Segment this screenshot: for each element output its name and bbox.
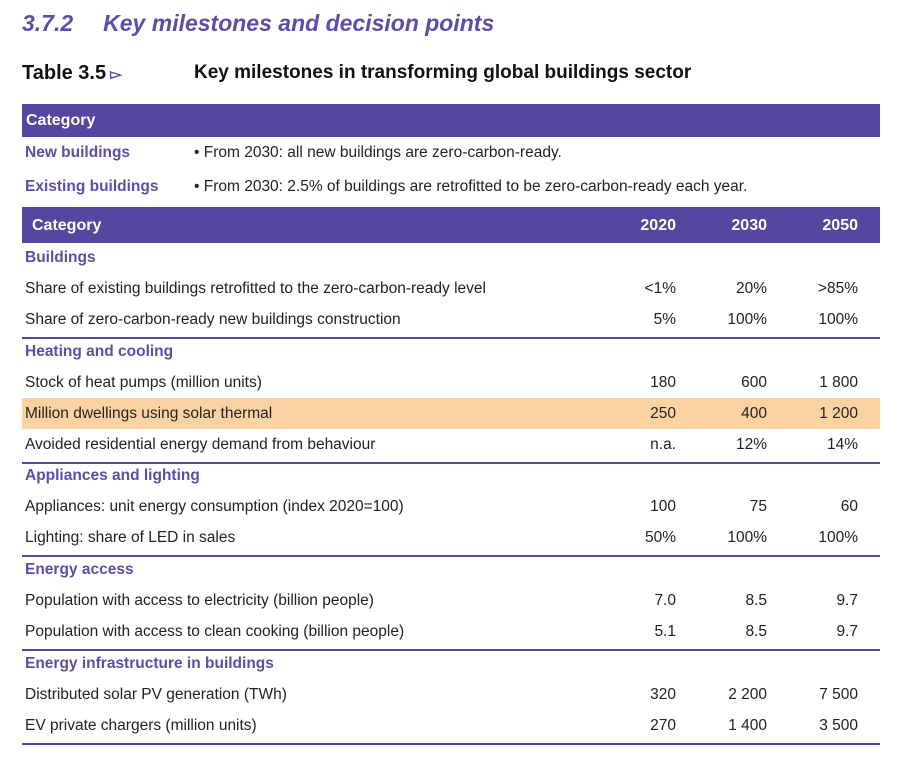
table-row: Lighting: share of LED in sales 50% 100% 10… bbox=[22, 522, 880, 553]
table-row: Population with access to electricity (b… bbox=[22, 585, 880, 616]
section-title: Key milestones and decision points bbox=[103, 10, 495, 36]
value-2030: 1 400 bbox=[728, 717, 767, 734]
value-2050: 100% bbox=[818, 529, 858, 546]
value-2020: 250 bbox=[650, 405, 676, 422]
section-title: Heating and cooling bbox=[25, 343, 174, 360]
value-2050: 3 500 bbox=[819, 717, 858, 734]
policy-category: New buildings bbox=[25, 144, 131, 161]
policy-text: • From 2030: all new buildings are zero-… bbox=[194, 144, 562, 161]
table-title: Key milestones in transforming global bu… bbox=[194, 62, 692, 83]
section-header: Energy infrastructure in buildings bbox=[22, 651, 880, 677]
milestone-table-header: Category 2020 2030 2050 bbox=[22, 207, 880, 243]
section-divider bbox=[22, 555, 880, 557]
value-2030: 75 bbox=[749, 498, 767, 515]
section-title: Buildings bbox=[25, 249, 96, 266]
section-title: Energy infrastructure in buildings bbox=[25, 655, 274, 672]
table-row: Appliances: unit energy consumption (ind… bbox=[22, 491, 880, 522]
row-label: Lighting: share of LED in sales bbox=[25, 529, 236, 546]
row-label: Stock of heat pumps (million units) bbox=[25, 374, 262, 391]
value-2020: 270 bbox=[650, 717, 676, 734]
table-row: Million dwellings using solar thermal 250… bbox=[22, 398, 880, 429]
row-label: Share of zero-carbon-ready new buildings… bbox=[25, 311, 401, 328]
section-divider bbox=[22, 462, 880, 464]
row-label: Avoided residential energy demand from b… bbox=[25, 436, 376, 453]
value-2020: 7.0 bbox=[654, 592, 676, 609]
section-divider bbox=[22, 743, 880, 745]
value-2020: 180 bbox=[650, 374, 676, 391]
section-number: 3.7.2 bbox=[22, 10, 74, 36]
section-title: Energy access bbox=[25, 561, 134, 578]
value-2050: 1 200 bbox=[819, 405, 858, 422]
value-2020: <1% bbox=[644, 280, 676, 297]
table-row: Distributed solar PV generation (TWh) 320… bbox=[22, 679, 880, 710]
value-2020: 320 bbox=[650, 686, 676, 703]
section-header: Appliances and lighting bbox=[22, 463, 880, 489]
value-2020: n.a. bbox=[650, 436, 676, 453]
value-2030: 20% bbox=[735, 280, 767, 297]
header-2020: 2020 bbox=[640, 217, 676, 234]
value-2050: 60 bbox=[840, 498, 858, 515]
row-label: EV private chargers (million units) bbox=[25, 717, 257, 734]
value-2030: 12% bbox=[735, 436, 767, 453]
section-title: Appliances and lighting bbox=[25, 467, 200, 484]
value-2050: 9.7 bbox=[836, 592, 858, 609]
row-label: Population with access to clean cooking … bbox=[25, 623, 405, 640]
value-2030: 8.5 bbox=[745, 592, 767, 609]
header-2030: 2030 bbox=[731, 217, 767, 234]
table-row: Share of existing buildings retrofitted … bbox=[22, 273, 880, 304]
row-label: Share of existing buildings retrofitted … bbox=[25, 280, 486, 297]
row-label: Distributed solar PV generation (TWh) bbox=[25, 686, 287, 703]
policy-table-header: Category bbox=[22, 104, 880, 137]
section-header: Heating and cooling bbox=[22, 339, 880, 365]
value-2020: 100 bbox=[650, 498, 676, 515]
section-divider bbox=[22, 337, 880, 339]
value-2020: 50% bbox=[644, 529, 676, 546]
value-2030: 400 bbox=[741, 405, 767, 422]
value-2030: 100% bbox=[727, 311, 767, 328]
value-2050: 7 500 bbox=[819, 686, 858, 703]
policy-category: Existing buildings bbox=[25, 178, 159, 195]
row-label: Million dwellings using solar thermal bbox=[25, 405, 273, 422]
triangle-arrow-icon: ▻ bbox=[110, 66, 122, 83]
section-divider bbox=[22, 649, 880, 651]
value-2020: 5% bbox=[653, 311, 676, 328]
table-label: Table 3.5 bbox=[22, 62, 107, 84]
row-label: Population with access to electricity (b… bbox=[25, 592, 374, 609]
value-2050: 14% bbox=[826, 436, 858, 453]
table-row: EV private chargers (million units) 270 1 … bbox=[22, 710, 880, 741]
header-category: Category bbox=[32, 217, 102, 234]
table-row: Population with access to clean cooking … bbox=[22, 616, 880, 647]
section-heading: 3.7.2 Key milestones and decision points bbox=[22, 10, 494, 37]
value-2050: 9.7 bbox=[836, 623, 858, 640]
table-caption: Table 3.5 ▻ Key milestones in transforming… bbox=[22, 62, 691, 85]
value-2030: 2 200 bbox=[728, 686, 767, 703]
header-2050: 2050 bbox=[822, 217, 858, 234]
value-2050: 100% bbox=[818, 311, 858, 328]
table-row: Avoided residential energy demand from b… bbox=[22, 429, 880, 460]
value-2050: 1 800 bbox=[819, 374, 858, 391]
section-header: Buildings bbox=[22, 245, 880, 271]
table-row: Stock of heat pumps (million units) 180 60… bbox=[22, 367, 880, 398]
value-2030: 100% bbox=[727, 529, 767, 546]
section-header: Energy access bbox=[22, 557, 880, 583]
value-2020: 5.1 bbox=[654, 623, 676, 640]
value-2050: >85% bbox=[817, 280, 858, 297]
table-row: Share of zero-carbon-ready new buildings… bbox=[22, 304, 880, 335]
value-2030: 600 bbox=[741, 374, 767, 391]
row-label: Appliances: unit energy consumption (ind… bbox=[25, 498, 404, 515]
policy-text: • From 2030: 2.5% of buildings are retro… bbox=[194, 178, 748, 195]
value-2030: 8.5 bbox=[745, 623, 767, 640]
